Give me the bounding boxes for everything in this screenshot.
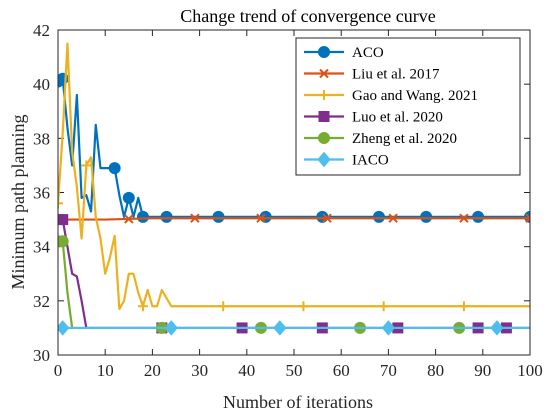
series-marker [58, 198, 63, 209]
series-marker [108, 162, 121, 175]
x-tick-label: 20 [144, 361, 161, 380]
series-marker [472, 210, 485, 223]
series-marker [322, 213, 332, 223]
legend-label: Luo et al. 2020 [352, 110, 443, 126]
y-axis-label: Minimum path planning [8, 115, 28, 290]
x-tick-label: 100 [517, 361, 543, 380]
series-0 [58, 72, 530, 223]
series-marker [420, 210, 433, 223]
series-marker [58, 320, 70, 336]
series-marker [525, 213, 530, 223]
y-tick-label: 32 [33, 292, 50, 311]
y-tick-label: 30 [33, 346, 50, 365]
legend-marker [318, 111, 330, 122]
series-marker [190, 213, 200, 223]
y-tick-label: 40 [33, 75, 50, 94]
x-tick-label: 70 [380, 361, 397, 380]
series-marker [58, 214, 69, 226]
legend-label: Gao and Wang. 2021 [352, 88, 478, 104]
legend-label: Zheng et al. 2020 [352, 131, 457, 147]
y-tick-label: 38 [33, 129, 50, 148]
series-line [58, 77, 530, 218]
series-marker [298, 301, 309, 312]
x-tick-label: 90 [474, 361, 491, 380]
axes-box [57, 29, 531, 356]
series-marker [378, 301, 389, 312]
series-marker [124, 214, 134, 224]
x-tick-label: 50 [286, 361, 303, 380]
series-marker [164, 320, 178, 336]
series-marker [459, 213, 469, 223]
series-marker [212, 210, 225, 223]
legend-marker [319, 68, 329, 79]
series-marker [273, 320, 287, 336]
y-tick-label: 42 [33, 21, 50, 40]
legend-label: IACO [352, 153, 389, 169]
series-marker [458, 301, 469, 312]
series-2 [58, 42, 530, 312]
series-marker [218, 301, 229, 312]
x-axis-label: Number of iterations [223, 392, 373, 412]
legend-marker [318, 132, 330, 144]
series-marker [490, 320, 504, 336]
series-marker [256, 213, 266, 223]
legend-label: Liu et al. 2017 [352, 67, 440, 83]
series-marker [137, 301, 148, 312]
series-line [58, 42, 530, 311]
legend-marker [317, 151, 331, 168]
series-marker [122, 191, 135, 204]
x-tick-label: 0 [54, 361, 63, 380]
legend-box [295, 37, 521, 176]
legend-marker [319, 90, 329, 100]
x-tick-label: 30 [191, 361, 208, 380]
series-marker [136, 210, 149, 223]
series-marker [372, 210, 385, 223]
series-5 [58, 320, 530, 336]
series-marker [381, 320, 396, 336]
x-tick-label: 10 [97, 361, 114, 380]
y-tick-label: 36 [33, 184, 50, 203]
x-tick-label: 80 [427, 361, 444, 380]
series-marker [58, 235, 69, 248]
legend-marker [318, 46, 330, 58]
legend-label: ACO [352, 45, 384, 61]
y-tick-label: 34 [33, 238, 51, 257]
series-marker [160, 210, 173, 223]
series-marker [81, 160, 92, 171]
x-tick-label: 40 [238, 361, 255, 380]
chart-title: Change trend of convergence curve [180, 6, 436, 26]
series-marker [388, 213, 398, 223]
x-tick-label: 60 [333, 361, 350, 380]
